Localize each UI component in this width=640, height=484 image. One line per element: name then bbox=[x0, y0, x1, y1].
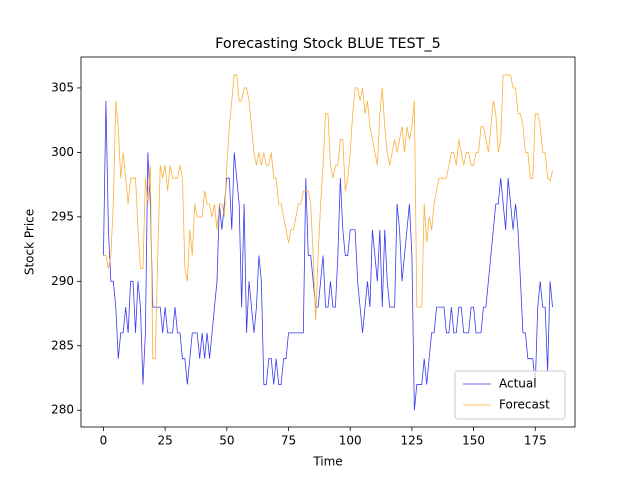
data-line bbox=[103, 74, 553, 360]
x-tick-label: 175 bbox=[524, 434, 547, 448]
y-tick-label: 290 bbox=[51, 274, 74, 288]
x-tick-label: 125 bbox=[400, 434, 423, 448]
y-tick-label: 285 bbox=[51, 338, 74, 352]
y-tick-label: 300 bbox=[51, 145, 74, 159]
y-axis-label: Stock Price bbox=[23, 209, 37, 275]
y-tick-label: 280 bbox=[51, 403, 74, 417]
x-tick-label: 25 bbox=[158, 434, 173, 448]
legend-label: Forecast bbox=[499, 398, 550, 412]
x-tick-label: 150 bbox=[462, 434, 485, 448]
y-tick-label: 295 bbox=[51, 209, 74, 223]
y-tick-label: 305 bbox=[51, 80, 74, 94]
x-tick-label: 75 bbox=[281, 434, 296, 448]
x-tick-label: 50 bbox=[219, 434, 234, 448]
legend-box bbox=[454, 370, 566, 420]
plot-frame bbox=[80, 56, 576, 428]
legend-label: Actual bbox=[499, 377, 537, 391]
x-tick-label: 0 bbox=[100, 434, 108, 448]
data-line bbox=[103, 100, 553, 411]
x-tick-label: 100 bbox=[339, 434, 362, 448]
x-axis-label: Time bbox=[312, 455, 342, 469]
chart-title: Forecasting Stock BLUE TEST_5 bbox=[215, 36, 441, 52]
